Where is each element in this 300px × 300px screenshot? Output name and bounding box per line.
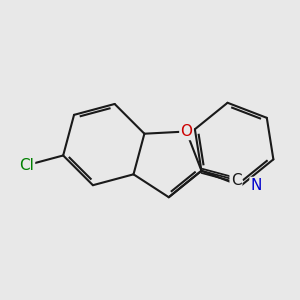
Text: N: N (250, 178, 262, 193)
Text: C: C (231, 172, 241, 188)
Text: Cl: Cl (19, 158, 34, 173)
Text: O: O (180, 124, 192, 139)
